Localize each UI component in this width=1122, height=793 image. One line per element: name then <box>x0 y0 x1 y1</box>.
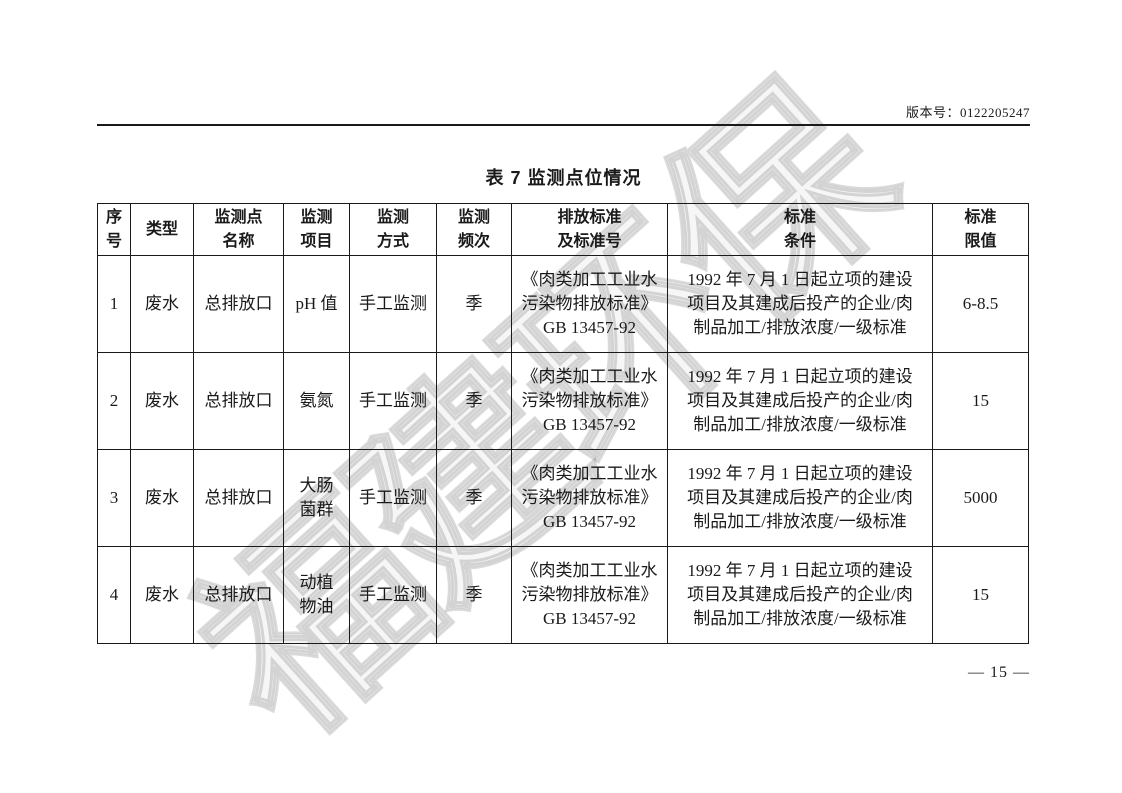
cell-limit: 5000 <box>932 449 1029 547</box>
cell-method: 手工监测 <box>349 255 437 353</box>
cell-type: 废水 <box>130 449 194 547</box>
cell-standard: 《肉类加工工业水污染物排放标准》 GB 13457-92 <box>511 546 668 644</box>
cell-serial: 1 <box>97 255 131 353</box>
column-header-item: 监测 项目 <box>283 203 350 256</box>
cell-standard: 《肉类加工工业水污染物排放标准》 GB 13457-92 <box>511 352 668 450</box>
cell-item: 氨氮 <box>283 352 350 450</box>
column-header-point: 监测点 名称 <box>193 203 284 256</box>
column-header-serial: 序 号 <box>97 203 131 256</box>
cell-item: pH 值 <box>283 255 350 353</box>
table-row: 2 废水 总排放口 氨氮 手工监测 季 《肉类加工工业水污染物排放标准》 GB … <box>97 352 1029 450</box>
cell-serial: 2 <box>97 352 131 450</box>
table-title: 表 7 监测点位情况 <box>485 168 642 188</box>
cell-type: 废水 <box>130 352 194 450</box>
cell-standard: 《肉类加工工业水污染物排放标准》 GB 13457-92 <box>511 449 668 547</box>
cell-point: 总排放口 <box>193 546 284 644</box>
cell-condition: 1992 年 7 月 1 日起立项的建设项目及其建成后投产的企业/肉制品加工/排… <box>667 255 933 353</box>
table-row: 3 废水 总排放口 大肠菌群 手工监测 季 《肉类加工工业水污染物排放标准》 G… <box>97 449 1029 547</box>
cell-limit: 15 <box>932 352 1029 450</box>
cell-point: 总排放口 <box>193 352 284 450</box>
cell-limit: 6-8.5 <box>932 255 1029 353</box>
cell-condition: 1992 年 7 月 1 日起立项的建设项目及其建成后投产的企业/肉制品加工/排… <box>667 546 933 644</box>
cell-method: 手工监测 <box>349 352 437 450</box>
cell-point: 总排放口 <box>193 449 284 547</box>
cell-condition: 1992 年 7 月 1 日起立项的建设项目及其建成后投产的企业/肉制品加工/排… <box>667 449 933 547</box>
cell-frequency: 季 <box>436 449 512 547</box>
version-number-label: 版本号：0122205247 <box>905 105 1030 120</box>
table-row: 4 废水 总排放口 动植物油 手工监测 季 《肉类加工工业水污染物排放标准》 G… <box>97 546 1029 644</box>
cell-frequency: 季 <box>436 352 512 450</box>
column-header-limit: 标准 限值 <box>932 203 1029 256</box>
cell-serial: 4 <box>97 546 131 644</box>
cell-frequency: 季 <box>436 546 512 644</box>
column-header-method: 监测 方式 <box>349 203 437 256</box>
cell-type: 废水 <box>130 546 194 644</box>
column-header-condition: 标准 条件 <box>667 203 933 256</box>
page-number: — 15 — <box>968 664 1030 681</box>
cell-point: 总排放口 <box>193 255 284 353</box>
header-divider <box>97 124 1030 126</box>
monitoring-points-table: 序 号 类型 监测点 名称 监测 项目 监测 方式 监测 频次 排放标准 及标准… <box>97 203 1029 644</box>
cell-condition: 1992 年 7 月 1 日起立项的建设项目及其建成后投产的企业/肉制品加工/排… <box>667 352 933 450</box>
cell-serial: 3 <box>97 449 131 547</box>
cell-method: 手工监测 <box>349 449 437 547</box>
cell-item: 动植物油 <box>283 546 350 644</box>
column-header-frequency: 监测 频次 <box>436 203 512 256</box>
cell-limit: 15 <box>932 546 1029 644</box>
cell-item: 大肠菌群 <box>283 449 350 547</box>
table-row: 1 废水 总排放口 pH 值 手工监测 季 《肉类加工工业水污染物排放标准》 G… <box>97 255 1029 353</box>
cell-type: 废水 <box>130 255 194 353</box>
cell-standard: 《肉类加工工业水污染物排放标准》 GB 13457-92 <box>511 255 668 353</box>
table-header-row: 序 号 类型 监测点 名称 监测 项目 监测 方式 监测 频次 排放标准 及标准… <box>97 203 1029 256</box>
column-header-standard: 排放标准 及标准号 <box>511 203 668 256</box>
cell-frequency: 季 <box>436 255 512 353</box>
column-header-type: 类型 <box>130 203 194 256</box>
cell-method: 手工监测 <box>349 546 437 644</box>
